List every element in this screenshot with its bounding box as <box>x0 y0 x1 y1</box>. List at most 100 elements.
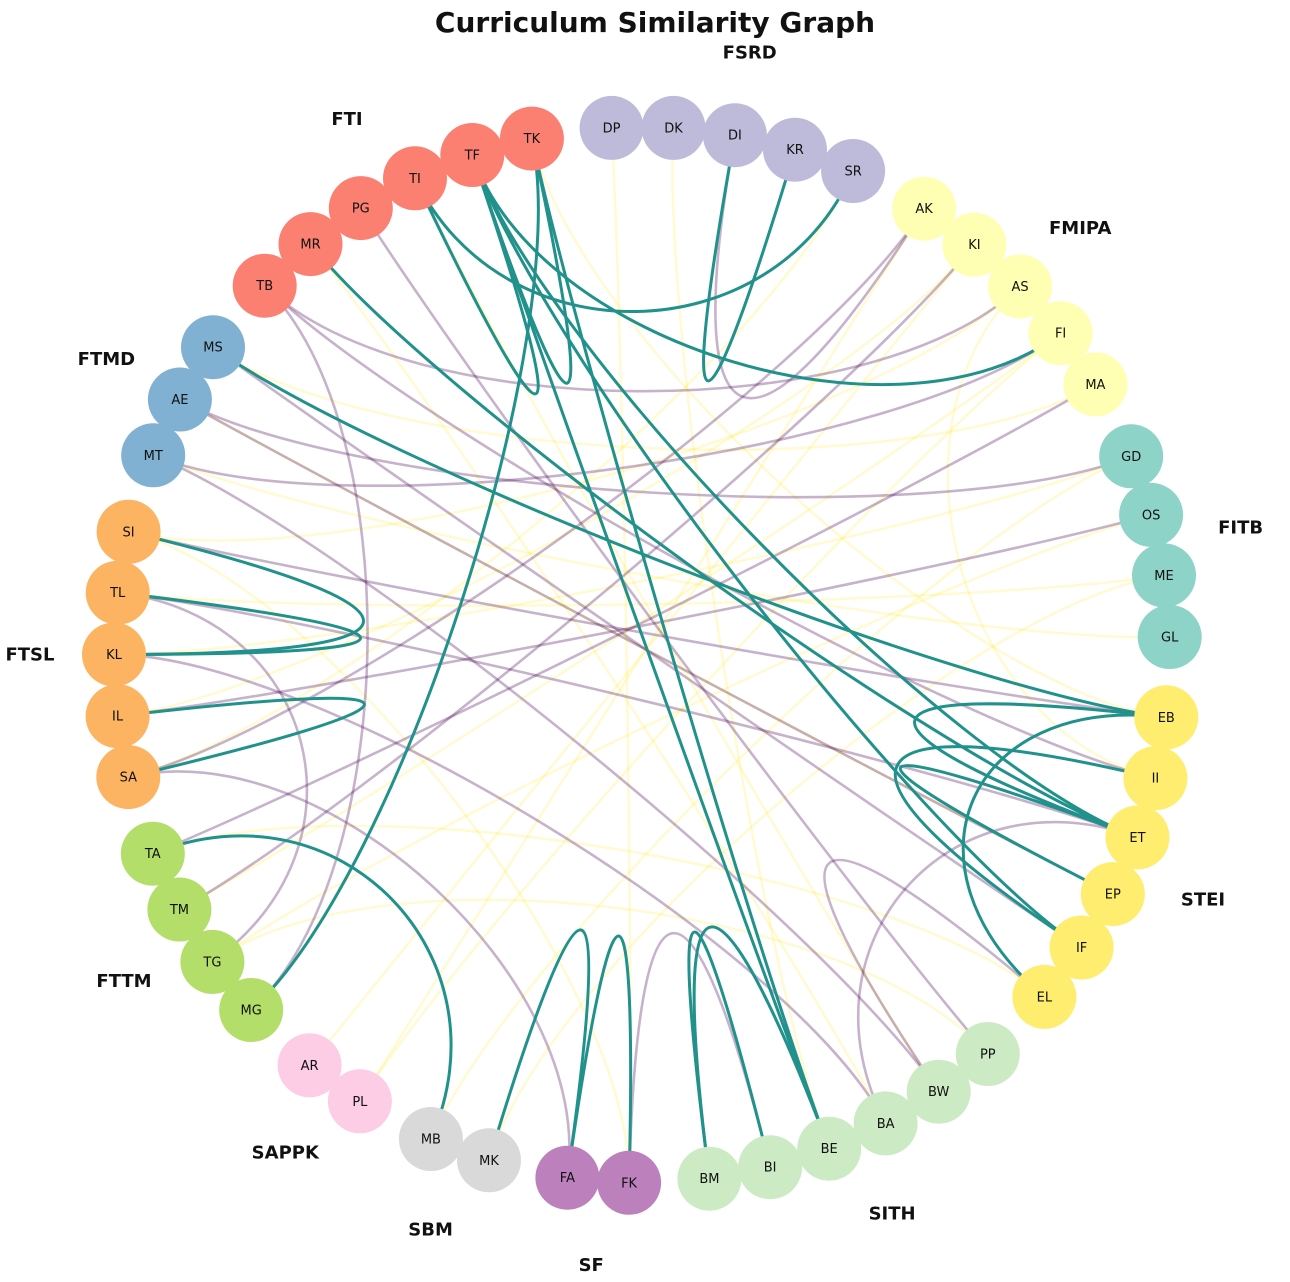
node-BI[interactable]: BI <box>738 1135 803 1200</box>
node-BM[interactable]: BM <box>677 1146 742 1211</box>
node-label: ME <box>1154 569 1173 584</box>
edge-BA-MR <box>309 242 887 1125</box>
node-label: MR <box>300 238 320 253</box>
node-TL[interactable]: TL <box>85 560 150 625</box>
node-label: PP <box>980 1048 996 1063</box>
edge-KI-IL <box>116 243 976 718</box>
node-circle <box>597 1150 662 1215</box>
node-circle <box>1105 805 1170 870</box>
node-ME[interactable]: ME <box>1132 543 1196 608</box>
edge-MK-FA <box>487 928 591 1180</box>
node-MS[interactable]: MS <box>181 315 245 380</box>
node-label: AE <box>171 393 188 408</box>
node-SA[interactable]: SA <box>96 745 161 810</box>
node-label: SR <box>844 165 861 180</box>
node-label: EB <box>1158 711 1175 726</box>
node-label: BW <box>928 1085 949 1100</box>
node-TK[interactable]: TK <box>499 106 564 171</box>
node-label: MA <box>1085 378 1105 393</box>
node-MK[interactable]: MK <box>457 1128 521 1193</box>
node-label: MS <box>203 341 222 356</box>
node-EL[interactable]: EL <box>1012 964 1077 1029</box>
node-circle <box>85 560 150 625</box>
node-circle <box>147 877 212 942</box>
node-PP[interactable]: PP <box>955 1022 1020 1086</box>
edge-TF-FI <box>470 153 1063 387</box>
node-IF[interactable]: IF <box>1049 915 1114 980</box>
node-TM[interactable]: TM <box>147 877 212 942</box>
node-KR[interactable]: KR <box>763 117 827 182</box>
node-ET[interactable]: ET <box>1105 805 1170 870</box>
node-circle <box>535 1145 600 1210</box>
node-KL[interactable]: KL <box>82 622 146 687</box>
node-label: FI <box>1055 327 1066 342</box>
node-circle <box>1063 352 1128 417</box>
node-label: TK <box>523 132 541 147</box>
node-BA[interactable]: BA <box>853 1091 918 1156</box>
edge-SR-TI <box>413 169 855 314</box>
edge-BI-BM <box>687 930 772 1181</box>
node-label: AS <box>1012 280 1029 295</box>
node-MG[interactable]: MG <box>219 978 284 1042</box>
node-TG[interactable]: TG <box>180 929 245 994</box>
node-circle <box>181 315 245 380</box>
node-KI[interactable]: KI <box>942 212 1007 277</box>
edge-AR-KI <box>308 243 976 1067</box>
node-FI[interactable]: FI <box>1028 301 1093 366</box>
node-TB[interactable]: TB <box>232 253 297 318</box>
node-DI[interactable]: DI <box>702 103 767 168</box>
node-IL[interactable]: IL <box>85 684 150 749</box>
edge-II-IF <box>893 745 1157 949</box>
edge-GD-AE <box>178 398 1133 499</box>
node-EP[interactable]: EP <box>1080 862 1145 927</box>
node-AK[interactable]: AK <box>892 176 957 241</box>
node-SI[interactable]: SI <box>96 499 161 564</box>
edge-DK-BE <box>671 126 831 1150</box>
node-label: PG <box>352 202 370 217</box>
node-GL[interactable]: GL <box>1137 605 1202 669</box>
node-circle <box>821 139 886 203</box>
node-circle <box>499 106 564 171</box>
node-PG[interactable]: PG <box>328 176 393 241</box>
edge-MB-GD <box>429 455 1133 1141</box>
edge-GL-MT <box>152 454 1171 639</box>
node-label: MB <box>421 1133 441 1148</box>
node-label: EP <box>1105 888 1121 903</box>
node-circle <box>277 1033 342 1098</box>
node-PL[interactable]: PL <box>327 1069 392 1134</box>
node-DK[interactable]: DK <box>641 95 706 160</box>
node-circle <box>1080 862 1145 927</box>
edge-KL-BA <box>112 653 887 1125</box>
node-label: TB <box>255 279 273 294</box>
node-MB[interactable]: MB <box>398 1107 463 1171</box>
node-MA[interactable]: MA <box>1063 352 1128 417</box>
node-circle <box>440 123 505 187</box>
node-BE[interactable]: BE <box>797 1116 862 1181</box>
node-FK[interactable]: FK <box>597 1150 662 1215</box>
edge-TB-MG <box>249 284 369 1012</box>
node-GD[interactable]: GD <box>1099 424 1164 489</box>
edge-SA-FA <box>127 770 571 1179</box>
node-FA[interactable]: FA <box>535 1145 600 1210</box>
node-AR[interactable]: AR <box>277 1033 342 1098</box>
node-MR[interactable]: MR <box>278 212 343 277</box>
node-EB[interactable]: EB <box>1134 685 1199 750</box>
node-II[interactable]: II <box>1123 746 1188 811</box>
node-OS[interactable]: OS <box>1119 482 1184 547</box>
node-label: BM <box>699 1172 719 1187</box>
node-circle <box>763 117 827 182</box>
edge-ME-TL <box>116 574 1166 607</box>
node-DP[interactable]: DP <box>579 95 644 160</box>
node-SR[interactable]: SR <box>821 139 886 203</box>
node-label: BE <box>821 1142 838 1157</box>
node-AS[interactable]: AS <box>988 254 1053 319</box>
node-circle <box>1123 746 1188 811</box>
edge-TG-TL <box>116 591 309 964</box>
node-MT[interactable]: MT <box>121 423 186 488</box>
node-circle <box>278 212 343 277</box>
node-BW[interactable]: BW <box>906 1059 971 1124</box>
node-TF[interactable]: TF <box>440 123 505 187</box>
node-TA[interactable]: TA <box>120 821 185 886</box>
node-AE[interactable]: AE <box>147 367 212 432</box>
node-TI[interactable]: TI <box>383 146 447 211</box>
